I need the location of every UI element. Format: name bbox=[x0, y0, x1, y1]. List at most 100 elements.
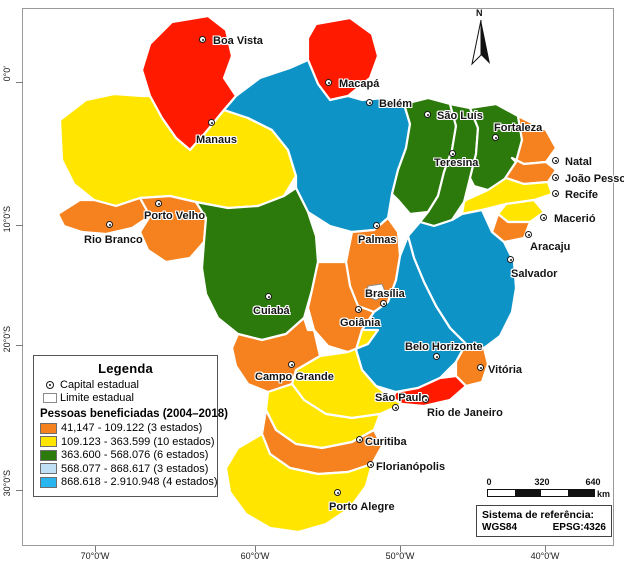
city-label: Natal bbox=[565, 156, 592, 168]
capital-dot bbox=[334, 489, 341, 496]
city-label: Salvador bbox=[511, 268, 558, 280]
north-arrow: N bbox=[466, 8, 496, 68]
city-label: Aracaju bbox=[530, 241, 571, 253]
city-label: Teresina bbox=[434, 157, 479, 169]
x-axis-tick-3: 40°0'W bbox=[530, 551, 560, 561]
legend-class-label: 109.123 - 363.599 (10 estados) bbox=[61, 435, 215, 448]
capital-dot bbox=[552, 190, 559, 197]
city-label: Rio Branco bbox=[84, 234, 143, 246]
city-label: Recife bbox=[565, 189, 599, 201]
scale-bar-graphic bbox=[487, 489, 595, 497]
capital-dot bbox=[449, 150, 456, 157]
capital-dot bbox=[422, 396, 429, 403]
legend-boundary-label: Limite estadual bbox=[60, 392, 134, 404]
north-arrow-label: N bbox=[476, 8, 483, 18]
capital-dot bbox=[433, 353, 440, 360]
legend-item-capital: Capital estadual bbox=[40, 379, 211, 391]
state-acre bbox=[56, 196, 152, 236]
city-label: Goiânia bbox=[340, 317, 381, 329]
legend-class-label: 363.600 - 568.076 (6 estados) bbox=[61, 449, 209, 461]
y-tick-mark-3 bbox=[16, 490, 23, 491]
legend-class-row: 568.077 - 868.617 (3 estados) bbox=[40, 463, 211, 475]
capital-dot bbox=[199, 36, 206, 43]
legend-class-label: 868.618 - 2.910.948 (4 estados) bbox=[61, 476, 218, 488]
north-arrow-icon bbox=[471, 19, 490, 66]
capital-dot bbox=[155, 200, 162, 207]
reference-system-title: Sistema de referência: bbox=[482, 509, 595, 521]
scale-tick-0: 0 bbox=[486, 477, 492, 487]
y-axis-tick-0: 0°0' bbox=[2, 66, 12, 82]
city-label: Vitória bbox=[488, 364, 523, 376]
legend-class-row: 868.618 - 2.910.948 (4 estados) bbox=[40, 476, 218, 488]
state-rondonia bbox=[138, 194, 208, 264]
capital-dot bbox=[552, 174, 559, 181]
capital-dot bbox=[492, 134, 499, 141]
state-mato-grosso bbox=[194, 186, 320, 342]
capital-dot bbox=[507, 256, 514, 263]
city-label: Porto Velho bbox=[144, 210, 206, 222]
capital-dot bbox=[325, 79, 332, 86]
legend-class-swatch bbox=[40, 449, 61, 461]
city-label: Macapá bbox=[339, 78, 380, 90]
reference-datum: WGS84 bbox=[482, 522, 518, 533]
scale-tick-1: 320 bbox=[534, 477, 550, 487]
city-label: Brasília bbox=[365, 288, 405, 300]
x-tick-mark-2 bbox=[400, 546, 401, 552]
capital-dot bbox=[552, 157, 559, 164]
capital-dot bbox=[373, 222, 380, 229]
city-label: Palmas bbox=[358, 234, 397, 246]
capital-dot bbox=[424, 111, 431, 118]
reference-system-box: Sistema de referência: WGS84 EPSG:4326 bbox=[476, 505, 612, 537]
city-label: Campo Grande bbox=[255, 371, 334, 383]
legend-class-row: 41,147 - 109.122 (3 estados) bbox=[40, 422, 211, 434]
capital-point-icon bbox=[40, 381, 60, 389]
y-axis-tick-1: 10°0'S bbox=[2, 206, 12, 233]
x-tick-mark-1 bbox=[255, 546, 256, 552]
legend-class-swatch bbox=[40, 476, 61, 488]
legend-class-label: 41,147 - 109.122 (3 estados) bbox=[61, 422, 203, 434]
capital-dot bbox=[367, 461, 374, 468]
capital-dot bbox=[392, 404, 399, 411]
city-label: Fortaleza bbox=[494, 122, 543, 134]
capital-dot bbox=[356, 436, 363, 443]
legend-class-swatch bbox=[40, 436, 61, 447]
x-axis-tick-0: 70°0'W bbox=[80, 551, 110, 561]
state-pernambuco bbox=[460, 176, 554, 216]
capital-dot bbox=[380, 300, 387, 307]
city-label: Macerió bbox=[554, 213, 596, 225]
x-axis-tick-1: 60°0'W bbox=[240, 551, 270, 561]
state-boundary-icon bbox=[40, 393, 60, 403]
scale-tick-2: 640 bbox=[585, 477, 601, 487]
reference-epsg: EPSG:4326 bbox=[552, 522, 606, 533]
capital-dot bbox=[265, 293, 272, 300]
legend-box: Legenda Capital estadual Limite estadual… bbox=[33, 355, 228, 497]
scale-bar-unit: km bbox=[597, 489, 611, 499]
legend-classes-title: Pessoas beneficiadas (2004–2018) bbox=[40, 408, 228, 420]
capital-dot bbox=[540, 214, 547, 221]
x-tick-mark-0 bbox=[95, 546, 96, 552]
district-federal bbox=[365, 283, 387, 301]
capital-dot bbox=[355, 306, 362, 313]
legend-class-list: 41,147 - 109.122 (3 estados) 109.123 - 36… bbox=[40, 422, 218, 488]
legend-class-swatch bbox=[40, 463, 61, 474]
capital-dot bbox=[208, 119, 215, 126]
legend-class-row: 109.123 - 363.599 (10 estados) bbox=[40, 436, 215, 448]
city-label: Rio de Janeiro bbox=[427, 407, 503, 419]
city-label: Boa Vista bbox=[213, 35, 263, 47]
legend-class-swatch bbox=[40, 422, 61, 434]
legend-item-boundary: Limite estadual bbox=[40, 392, 211, 404]
capital-dot bbox=[366, 99, 373, 106]
y-tick-mark-0 bbox=[16, 82, 23, 83]
legend-title: Legenda bbox=[98, 361, 153, 376]
state-mato-grosso-do-sul bbox=[230, 316, 322, 394]
legend-capital-label: Capital estadual bbox=[60, 379, 139, 391]
x-tick-mark-3 bbox=[545, 546, 546, 552]
scale-bar: 0 320 640 km bbox=[486, 477, 610, 499]
y-tick-mark-2 bbox=[16, 345, 23, 346]
capital-dot bbox=[477, 364, 484, 371]
city-label: Belo Horizonte bbox=[405, 341, 483, 353]
city-label: Curitiba bbox=[365, 436, 407, 448]
city-label: Porto Alegre bbox=[329, 501, 395, 513]
